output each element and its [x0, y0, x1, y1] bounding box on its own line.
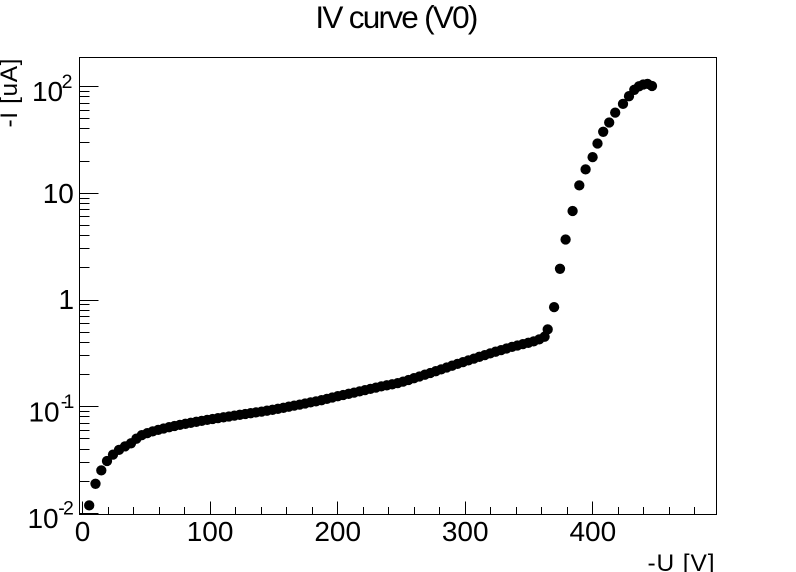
- svg-text:1: 1: [59, 284, 75, 315]
- svg-text:10: 10: [27, 503, 58, 534]
- svg-text:0: 0: [75, 516, 91, 547]
- svg-text:-: -: [58, 498, 65, 520]
- svg-text:IV curve (V0): IV curve (V0): [315, 0, 478, 35]
- svg-text:-: -: [61, 391, 68, 413]
- svg-text:-I [uA]: -I [uA]: [0, 59, 23, 128]
- svg-text:-U [V]: -U [V]: [648, 550, 715, 572]
- svg-text:10: 10: [32, 76, 63, 107]
- svg-text:400: 400: [569, 516, 616, 547]
- svg-text:10: 10: [28, 396, 59, 427]
- svg-text:100: 100: [187, 516, 234, 547]
- svg-text:1: 1: [64, 391, 75, 413]
- svg-text:10: 10: [43, 178, 74, 209]
- svg-text:2: 2: [63, 498, 74, 520]
- svg-text:200: 200: [314, 516, 361, 547]
- svg-text:2: 2: [62, 71, 73, 93]
- svg-text:300: 300: [442, 516, 489, 547]
